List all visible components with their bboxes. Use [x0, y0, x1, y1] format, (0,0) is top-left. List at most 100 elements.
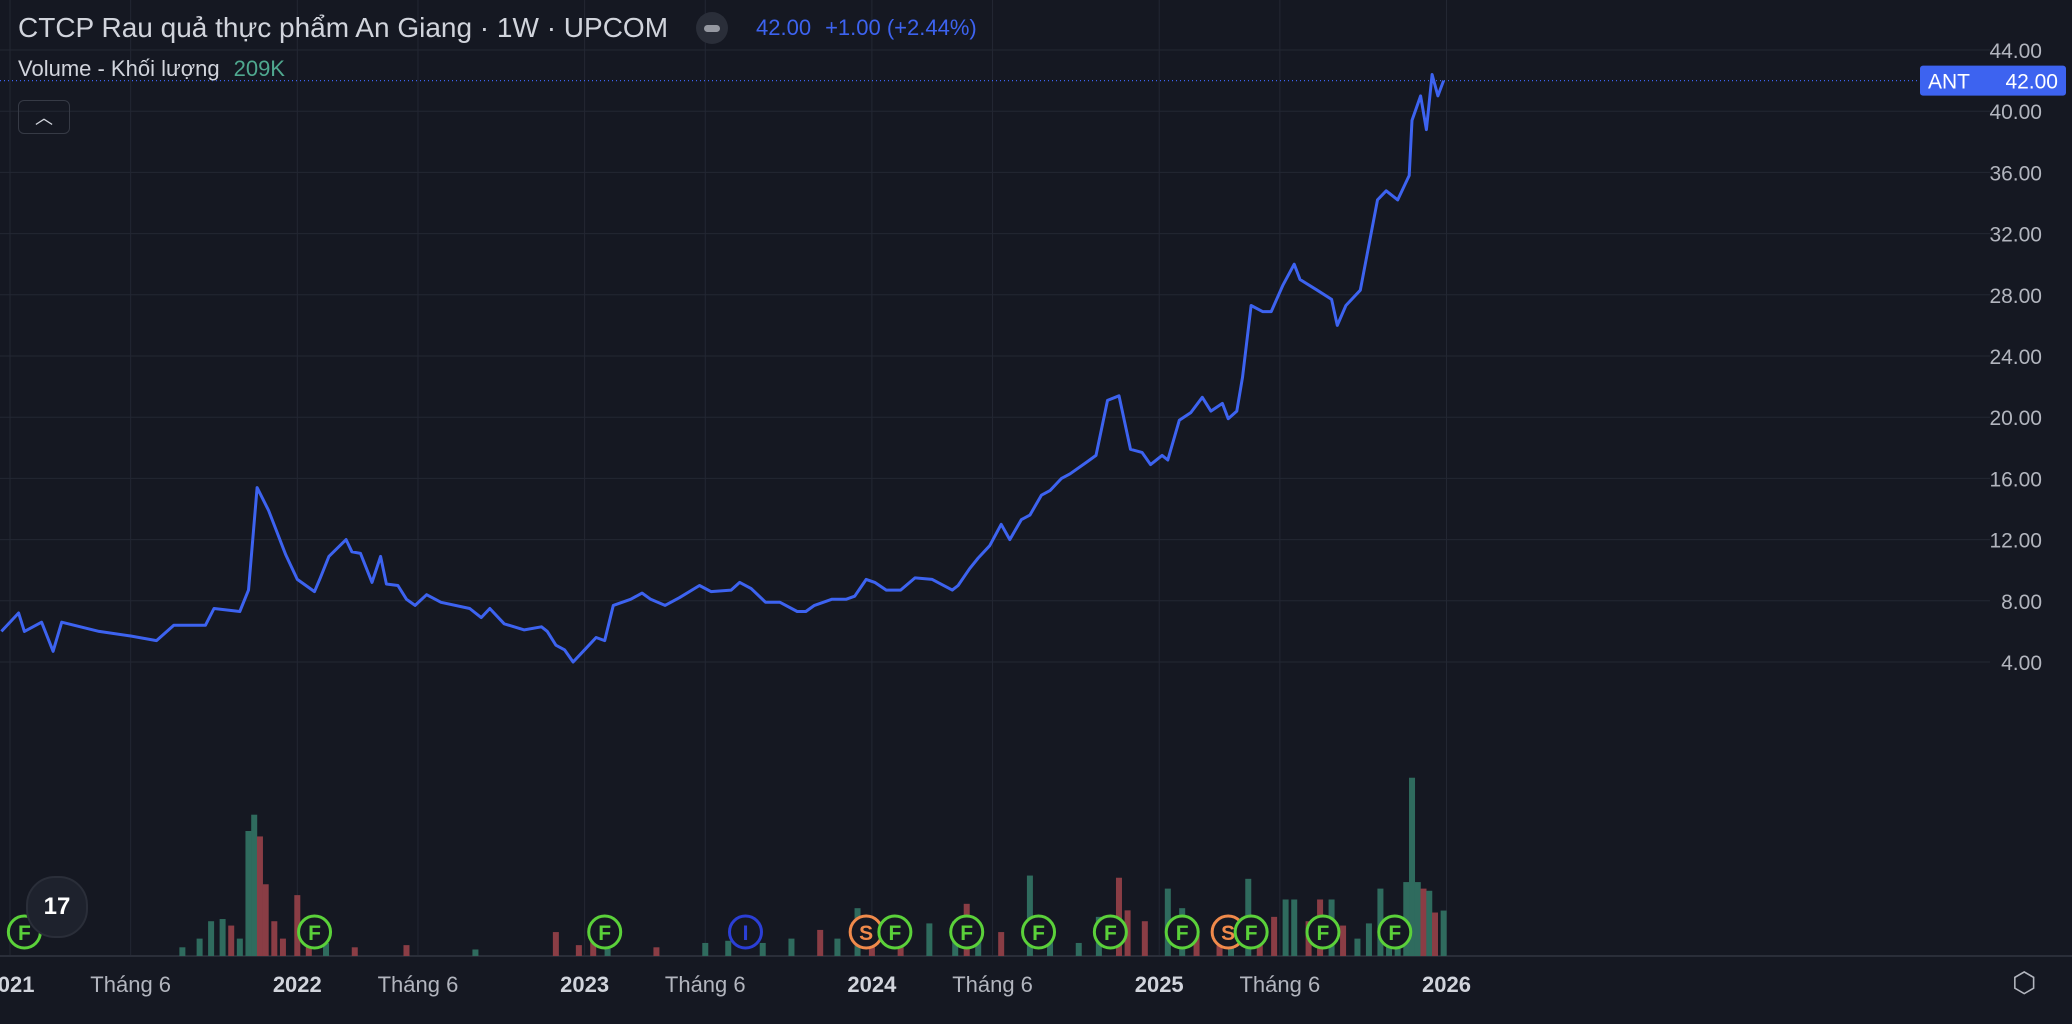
volume-bar [1340, 925, 1347, 956]
volume-bar [351, 947, 358, 956]
volume-bar [1075, 942, 1082, 956]
volume-bar [236, 938, 243, 956]
volume-bar [1026, 875, 1033, 956]
volume-bar [552, 932, 559, 956]
event-label: F [960, 922, 973, 945]
x-tick-label: Tháng 6 [378, 972, 459, 997]
settings-gear-icon[interactable]: ⬡ [2012, 967, 2037, 998]
event-marker-f[interactable]: F [587, 914, 623, 950]
volume-bar [256, 836, 263, 956]
volume-bar [294, 895, 301, 956]
x-tick-label: 2026 [1422, 972, 1471, 997]
event-marker-f[interactable]: F [1233, 914, 1269, 950]
event-label: I [743, 922, 749, 945]
event-label: F [598, 922, 611, 945]
x-tick-label: 2021 [0, 972, 34, 997]
event-marker-f[interactable]: F [949, 914, 985, 950]
x-tick-label: 2024 [847, 972, 897, 997]
event-circle-icon [1305, 914, 1341, 950]
y-tick-label: 36.00 [1989, 162, 2042, 185]
y-tick-label: 8.00 [2001, 591, 2042, 614]
y-tick-label: 16.00 [1989, 468, 2042, 491]
volume-bar [1440, 910, 1447, 956]
event-circle-icon [727, 914, 763, 950]
event-marker-f[interactable]: F [1164, 914, 1200, 950]
volume-bar [926, 923, 933, 956]
volume-bar [1193, 934, 1200, 956]
price-tag: ANT 42.00 [1920, 65, 2066, 96]
volume-bar [271, 921, 278, 956]
volume-bar [196, 938, 203, 956]
volume-value: 209K [233, 56, 285, 81]
volume-bar [788, 938, 795, 956]
x-tick-label: 2025 [1135, 972, 1184, 997]
event-marker-f[interactable]: F [297, 914, 333, 950]
event-circle-icon [1233, 914, 1269, 950]
volume-bar [1426, 890, 1433, 956]
event-circle-icon [297, 914, 333, 950]
event-marker-s[interactable]: S [848, 914, 884, 950]
event-marker-f[interactable]: F [1021, 914, 1057, 950]
volume-bar [472, 949, 479, 956]
event-label: S [1221, 922, 1235, 945]
volume-bar [817, 929, 824, 956]
volume-bar [725, 940, 732, 956]
volume-bar [702, 942, 709, 956]
volume-bar [323, 942, 330, 956]
chevron-up-icon: ︿ [35, 108, 53, 128]
volume-bar [1409, 777, 1416, 956]
y-tick-label: 24.00 [1989, 346, 2042, 369]
event-marker-i[interactable]: I [727, 914, 763, 950]
symbol-title: CTCP Rau quả thực phẩm An Giang · 1W · U… [18, 12, 669, 43]
volume-bar [1141, 921, 1148, 956]
y-tick-label: 40.00 [1989, 101, 2042, 124]
event-label: F [888, 922, 901, 945]
volume-bar [1282, 899, 1289, 956]
volume-bar [1420, 888, 1427, 956]
price-line [0, 73, 1446, 664]
event-label: F [1317, 922, 1330, 945]
event-circle-icon [587, 914, 623, 950]
last-price: 42.00 [756, 15, 812, 40]
event-circle-icon [949, 914, 985, 950]
event-circle-icon [1377, 914, 1413, 950]
x-tick-label: Tháng 6 [90, 972, 171, 997]
event-label: F [1245, 922, 1258, 945]
chart-legend: CTCP Rau quả thực phẩm An Giang · 1W · U… [18, 12, 977, 82]
volume-bar [179, 947, 186, 956]
volume-bar [1432, 912, 1439, 956]
price-tag-value: 42.00 [2005, 71, 2058, 94]
x-tick-label: Tháng 6 [1239, 972, 1320, 997]
volume-bar [1414, 882, 1421, 956]
market-status-icon[interactable] [696, 12, 729, 44]
event-marker-f[interactable]: F [877, 914, 913, 950]
volume-bar [575, 945, 582, 956]
volume-bar [1291, 899, 1298, 956]
x-tick-label: 2023 [560, 972, 609, 997]
event-label: F [1388, 922, 1401, 945]
event-circle-icon [1164, 914, 1200, 950]
event-label: F [1032, 922, 1045, 945]
event-label: F [18, 922, 31, 945]
event-marker-f[interactable]: F [1377, 914, 1413, 950]
volume-bar [653, 947, 660, 956]
y-tick-label: 12.00 [1989, 530, 2042, 553]
volume-bar [1365, 923, 1372, 956]
tradingview-logo-icon[interactable]: 17 [26, 876, 88, 938]
event-circle-icon [1021, 914, 1057, 950]
volume-bar [251, 814, 258, 956]
y-tick-label: 4.00 [2001, 652, 2042, 675]
y-tick-label: 20.00 [1989, 407, 2042, 430]
x-tick-label: 2022 [273, 972, 322, 997]
event-marker-f[interactable]: F [1305, 914, 1341, 950]
volume-bar [208, 921, 215, 956]
event-circle-icon [1092, 914, 1128, 950]
volume-bar [998, 932, 1005, 956]
volume-bar [245, 831, 252, 956]
volume-bar [834, 938, 841, 956]
collapse-legend-button[interactable]: ︿ [18, 100, 70, 134]
y-tick-label: 32.00 [1989, 224, 2042, 247]
volume-bar [1271, 916, 1278, 956]
event-marker-f[interactable]: F [1092, 914, 1128, 950]
